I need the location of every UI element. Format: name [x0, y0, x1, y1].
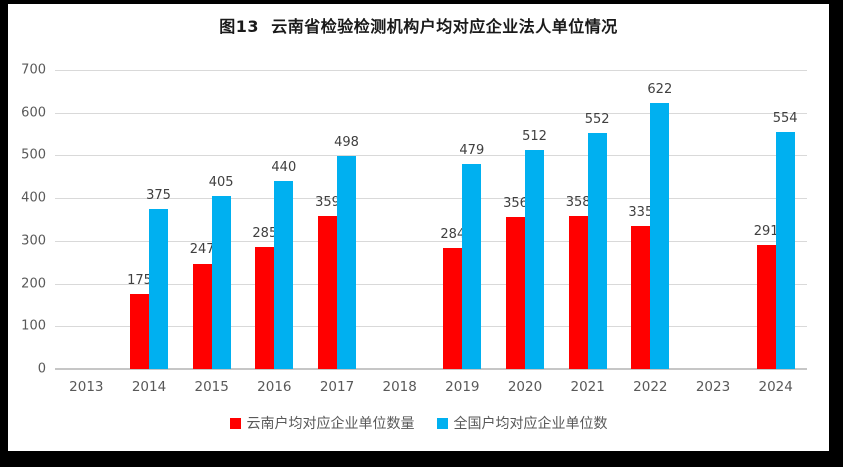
- bar-data-label: 498: [334, 135, 359, 151]
- grid-line: [55, 326, 807, 328]
- grid-line: [55, 155, 807, 157]
- bar-series2: [274, 181, 294, 369]
- bar-series2: [462, 164, 482, 369]
- bar-data-label: 479: [459, 143, 485, 159]
- bar-data-label: 356: [503, 195, 528, 211]
- bar-series1: [130, 294, 149, 369]
- bar-series2: [775, 132, 795, 369]
- y-tick-label: 300: [21, 233, 46, 249]
- x-tick-label: 2024: [758, 379, 793, 395]
- bar-data-label: 512: [522, 129, 547, 145]
- grid-line: [55, 240, 807, 242]
- bar-data-label: 284: [440, 226, 466, 242]
- x-tick-label: 2020: [507, 379, 543, 395]
- y-tick-label: 0: [37, 361, 46, 377]
- bar-series1: [631, 225, 651, 369]
- x-tick-label: 2013: [69, 379, 104, 395]
- legend: 云南户均对应企业单位数量 全国户均对应企业单位数: [8, 413, 829, 433]
- bar-series2: [525, 150, 544, 369]
- bar-data-label: 285: [252, 226, 278, 242]
- bar-data-label: 554: [772, 111, 798, 127]
- bar-data-label: 335: [628, 204, 654, 220]
- bar-series2: [650, 103, 670, 369]
- bar-series2: [587, 133, 607, 369]
- x-tick-label: 2015: [194, 379, 229, 395]
- y-tick-label: 100: [21, 318, 46, 334]
- bar-series1: [192, 263, 212, 369]
- chart-title: 图13 云南省检验检测机构户均对应企业法人单位情况: [219, 17, 618, 36]
- bar-data-label: 552: [584, 112, 610, 128]
- x-tick-label: 2019: [445, 379, 480, 395]
- legend-label: 全国户均对应企业单位数: [453, 416, 608, 432]
- grid-line: [55, 70, 807, 71]
- chart: 图13 云南省检验检测机构户均对应企业法人单位情况 0 100 200 300 400 5…: [8, 4, 829, 451]
- x-tick-label: 2021: [570, 379, 605, 395]
- bar-data-label: 359: [315, 194, 340, 210]
- bar-series2: [211, 196, 231, 369]
- bar-series1: [255, 247, 275, 369]
- legend-swatch-icon: [436, 417, 448, 429]
- bar-series1: [318, 215, 337, 369]
- x-tick-label: 2016: [257, 379, 292, 395]
- grid-line: [55, 198, 807, 200]
- bar-data-label: 405: [208, 175, 234, 190]
- x-tick-label: 2014: [131, 379, 167, 395]
- x-tick-label: 2017: [319, 379, 355, 395]
- bar-series2: [149, 208, 168, 369]
- grid-line: [55, 283, 807, 285]
- legend-label: 云南户均对应企业单位数量: [246, 416, 415, 432]
- bar-data-label: 291: [753, 223, 779, 239]
- x-tick-label: 2018: [382, 379, 417, 395]
- bar-series1: [568, 216, 588, 369]
- bar-data-label: 175: [127, 273, 152, 289]
- bar-series2: [337, 156, 356, 369]
- y-tick-label: 700: [21, 62, 46, 78]
- legend-item: 云南户均对应企业单位数量: [229, 413, 415, 433]
- bar-data-label: 440: [271, 160, 297, 176]
- bar-series1: [443, 247, 463, 369]
- x-tick-label: 2023: [695, 379, 731, 395]
- bar-series1: [756, 244, 776, 369]
- bar-series1: [506, 216, 525, 369]
- y-tick-label: 500: [21, 147, 46, 163]
- grid-line: [55, 112, 807, 114]
- legend-item: 全国户均对应企业单位数: [436, 413, 608, 433]
- bar-data-label: 375: [146, 187, 171, 203]
- bar-data-label: 358: [565, 195, 591, 211]
- y-tick-label: 400: [21, 190, 46, 206]
- x-tick-label: 2022: [633, 379, 668, 395]
- legend-swatch-icon: [229, 417, 241, 429]
- bar-data-label: 622: [647, 82, 673, 98]
- y-tick-label: 600: [21, 105, 46, 121]
- y-tick-label: 200: [21, 276, 46, 292]
- bar-data-label: 247: [189, 242, 215, 258]
- x-axis-line: [55, 368, 807, 370]
- plot-area: 0 100 200 300 400 500 600 700 2013 2014 2015 2016 20…: [21, 63, 807, 395]
